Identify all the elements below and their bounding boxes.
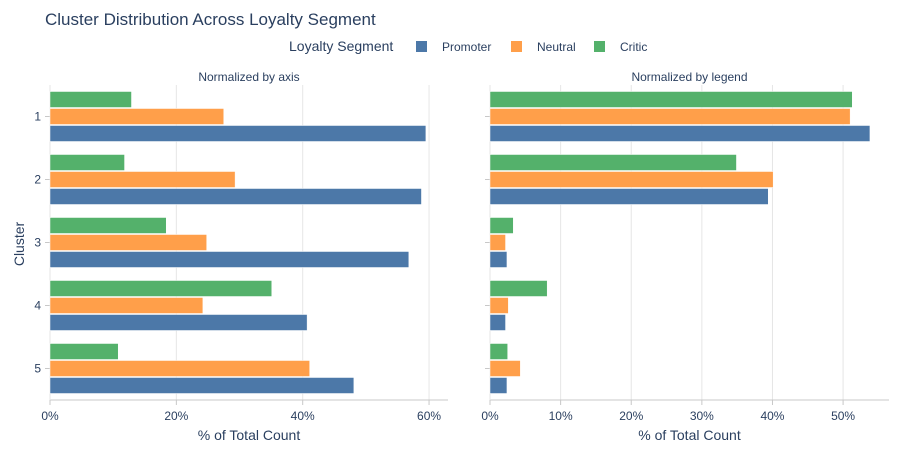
x-tick-label: 0% xyxy=(41,409,59,423)
panel-subtitle: Normalized by legend xyxy=(631,70,747,84)
chart-title: Cluster Distribution Across Loyalty Segm… xyxy=(45,10,376,29)
bar-neutral xyxy=(49,234,207,251)
x-tick-label: 50% xyxy=(831,409,855,423)
x-tick-label: 20% xyxy=(164,409,188,423)
bar-critic xyxy=(49,343,119,360)
legend-swatch-neutral xyxy=(511,41,522,52)
y-axis-title: Cluster xyxy=(11,221,27,266)
panels: 0% 20% 40% 60%Normalized by axis% of Total … xyxy=(34,70,889,443)
x-tick-label: 60% xyxy=(417,409,441,423)
bar-critic xyxy=(489,154,737,171)
x-tick-label: 10% xyxy=(549,409,573,423)
bar-critic xyxy=(49,280,272,297)
bar-promoter xyxy=(49,125,427,142)
bar-promoter xyxy=(49,314,308,331)
legend-label-promoter: Promoter xyxy=(442,40,491,54)
bar-critic xyxy=(489,91,853,108)
legend-label-critic: Critic xyxy=(620,40,647,54)
bar-critic xyxy=(49,154,125,171)
legend: Promoter Neutral Critic xyxy=(416,40,647,54)
x-tick-label: 20% xyxy=(619,409,643,423)
bar-promoter xyxy=(489,188,769,205)
y-tick-label: 5 xyxy=(34,362,41,376)
legend-label-neutral: Neutral xyxy=(537,40,576,54)
x-axis-title: % of Total Count xyxy=(638,427,741,443)
legend-swatch-promoter xyxy=(416,41,427,52)
bar-neutral xyxy=(489,108,851,125)
y-tick-label: 1 xyxy=(34,110,41,124)
y-tick-label: 3 xyxy=(34,236,41,250)
bar-neutral xyxy=(489,360,521,377)
bar-neutral xyxy=(49,297,204,314)
bar-neutral xyxy=(49,108,224,125)
bar-critic xyxy=(489,343,508,360)
x-axis-title: % of Total Count xyxy=(198,427,301,443)
y-tick-label: 4 xyxy=(34,299,41,313)
bar-promoter xyxy=(489,377,508,394)
bar-critic xyxy=(489,217,514,234)
bar-neutral xyxy=(489,297,509,314)
bar-promoter xyxy=(49,188,422,205)
x-tick-label: 40% xyxy=(291,409,315,423)
bar-critic xyxy=(489,280,548,297)
bar-neutral xyxy=(489,234,506,251)
x-tick-label: 0% xyxy=(481,409,499,423)
bar-promoter xyxy=(489,251,508,268)
legend-title: Loyalty Segment xyxy=(289,38,393,54)
bar-promoter xyxy=(49,251,410,268)
x-tick-label: 30% xyxy=(690,409,714,423)
y-tick-label: 2 xyxy=(34,173,41,187)
x-tick-label: 40% xyxy=(760,409,784,423)
bar-promoter xyxy=(49,377,355,394)
bar-neutral xyxy=(49,360,310,377)
bar-critic xyxy=(49,217,167,234)
bar-neutral xyxy=(49,171,236,188)
bar-promoter xyxy=(489,125,871,142)
bar-neutral xyxy=(489,171,774,188)
bar-promoter xyxy=(489,314,506,331)
legend-swatch-critic xyxy=(594,41,605,52)
panel-1: 0% 20% 40% 60% Normalized by axis % of Total … xyxy=(34,70,448,443)
bar-critic xyxy=(49,91,132,108)
panel-subtitle: Normalized by axis xyxy=(198,70,299,84)
panel-2: 0% 10% 20% 30% 40% 50% Normalized by legend % o… xyxy=(481,70,889,443)
